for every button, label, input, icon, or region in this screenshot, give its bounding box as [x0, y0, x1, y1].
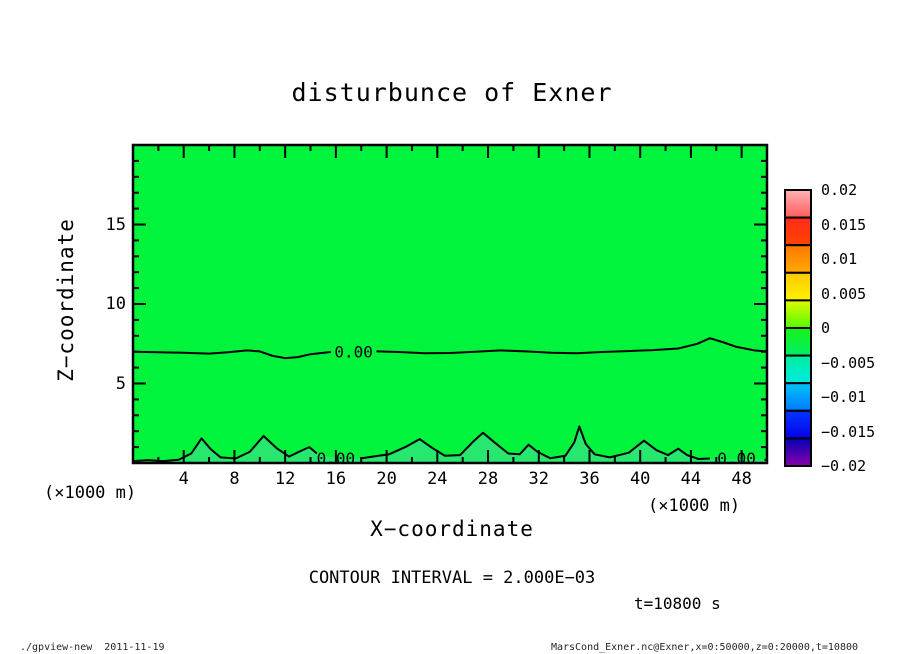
x-axis-unit: (×1000 m): [648, 496, 741, 516]
chart-title: disturbunce of Exner: [291, 78, 613, 107]
colorbar-value-label: −0.02: [821, 457, 867, 475]
x-tick-label: 16: [325, 469, 347, 489]
contour-line: [132, 435, 318, 463]
x-tick-label: 8: [229, 469, 240, 489]
colorbar-box: [784, 409, 812, 440]
colorbar-value-label: 0: [821, 319, 831, 337]
x-tick-label: 20: [376, 469, 397, 489]
x-tick-label: 44: [680, 469, 702, 489]
colorbar-value-label: −0.005: [821, 353, 876, 372]
footer-source: MarsCond_Exner.nc@Exner,x=0:50000,z=0:20…: [550, 642, 858, 653]
contour-line: [132, 349, 331, 360]
contour-label: 0.00: [317, 449, 356, 468]
contour-label: 0.00: [334, 343, 373, 362]
x-tick-label: 12: [274, 469, 296, 489]
colorbar-value-label: 0.005: [821, 284, 867, 303]
plot-frame: [131, 143, 769, 465]
colorbar-box: [784, 382, 812, 412]
contour-interval-caption: CONTOUR INTERVAL = 2.000E−03: [308, 568, 596, 588]
contour-line: [376, 337, 768, 355]
colorbar-box: [784, 189, 812, 219]
x-tick-label: 32: [528, 469, 549, 489]
colorbar-box: [784, 299, 812, 329]
x-tick-label: 48: [731, 469, 752, 489]
colorbar-box: [784, 354, 812, 385]
z-tick-label: 10: [105, 294, 126, 314]
x-axis-label: X−coordinate: [370, 517, 534, 541]
time-label: t=10800 s: [634, 594, 721, 613]
x-tick-label: 36: [579, 469, 600, 489]
y-axis-label: Z−coordinate: [54, 218, 78, 382]
colorbar-value-label: 0.02: [821, 181, 858, 199]
colorbar-value-label: −0.01: [821, 388, 867, 406]
plot-fill: [133, 145, 767, 463]
x-tick-label: 28: [477, 469, 499, 489]
colorbar-box: [784, 244, 812, 274]
colorbar-box: [784, 327, 812, 357]
contour-line: [359, 425, 710, 460]
colorbar-value-label: −0.015: [821, 422, 876, 441]
footer-command: ./gpview-new 2011-11-19: [20, 642, 165, 653]
colorbar-value-label: 0.01: [821, 250, 858, 268]
colorbar-box: [784, 437, 812, 467]
z-axis-unit: (×1000 m): [44, 483, 137, 503]
z-tick-label: 5: [115, 373, 126, 394]
x-tick-label: 40: [629, 469, 651, 489]
x-tick-label: 4: [178, 469, 189, 489]
colorbar-box: [784, 271, 812, 302]
z-tick-label: 15: [105, 214, 126, 235]
colorbar-value-label: 0.015: [821, 215, 867, 234]
colorbar-box: [784, 216, 812, 247]
contour-label: 0.00: [717, 449, 756, 468]
x-tick-label: 24: [427, 469, 448, 489]
